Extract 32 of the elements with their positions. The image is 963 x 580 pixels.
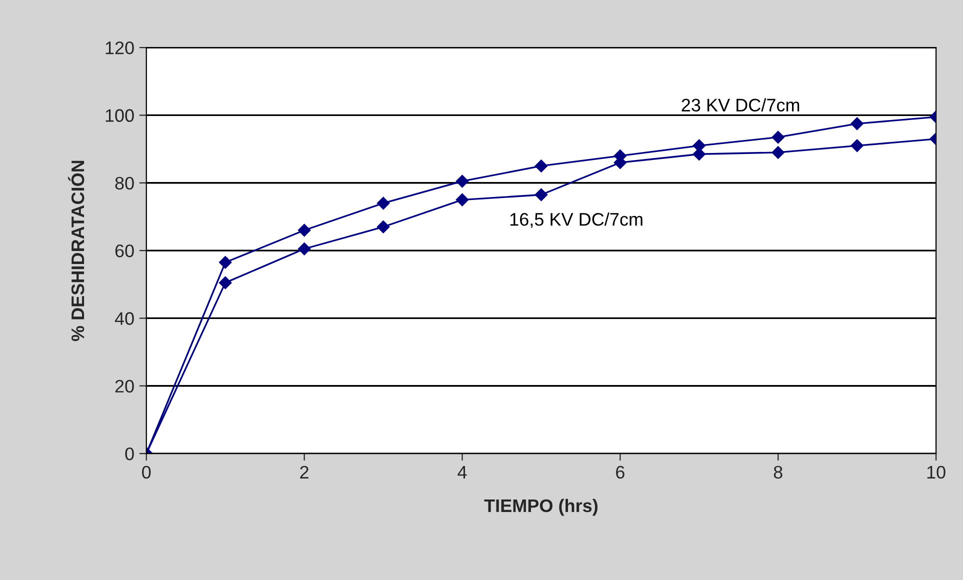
x-axis-title: TIEMPO (hrs) xyxy=(484,498,598,516)
point xyxy=(692,148,706,161)
point xyxy=(534,188,548,202)
y-tick-label: 20 xyxy=(115,380,134,393)
point xyxy=(376,196,390,210)
point xyxy=(298,242,311,256)
series-label: 23 KV DC/7cm xyxy=(682,98,800,112)
x-tick-label: 8 xyxy=(774,466,782,479)
y-tick-label: 120 xyxy=(106,41,134,54)
point xyxy=(456,174,469,188)
series-label: 16,5 KV DC/7cm xyxy=(510,212,642,228)
y-tick-label: 0 xyxy=(125,447,134,460)
y-tick-label: 40 xyxy=(114,312,134,325)
point xyxy=(298,224,311,237)
y-tick-label: 100 xyxy=(106,109,134,122)
point xyxy=(850,139,864,152)
point xyxy=(772,146,785,159)
point xyxy=(850,117,864,130)
x-tick-label: 2 xyxy=(300,466,308,478)
x-tick-label: 10 xyxy=(927,466,946,479)
point xyxy=(218,256,232,269)
point xyxy=(376,220,390,234)
point xyxy=(772,130,785,144)
point xyxy=(534,160,548,172)
y-tick-label: 60 xyxy=(115,244,134,258)
x-tick-label: 4 xyxy=(458,466,467,478)
y-axis-title: % DESHIDRATACIÓN xyxy=(68,160,84,342)
x-tick-label: 6 xyxy=(616,466,624,479)
point xyxy=(218,276,232,290)
y-tick-label: 80 xyxy=(115,176,134,190)
point xyxy=(456,193,469,206)
x-tick-label: 0 xyxy=(142,466,151,479)
